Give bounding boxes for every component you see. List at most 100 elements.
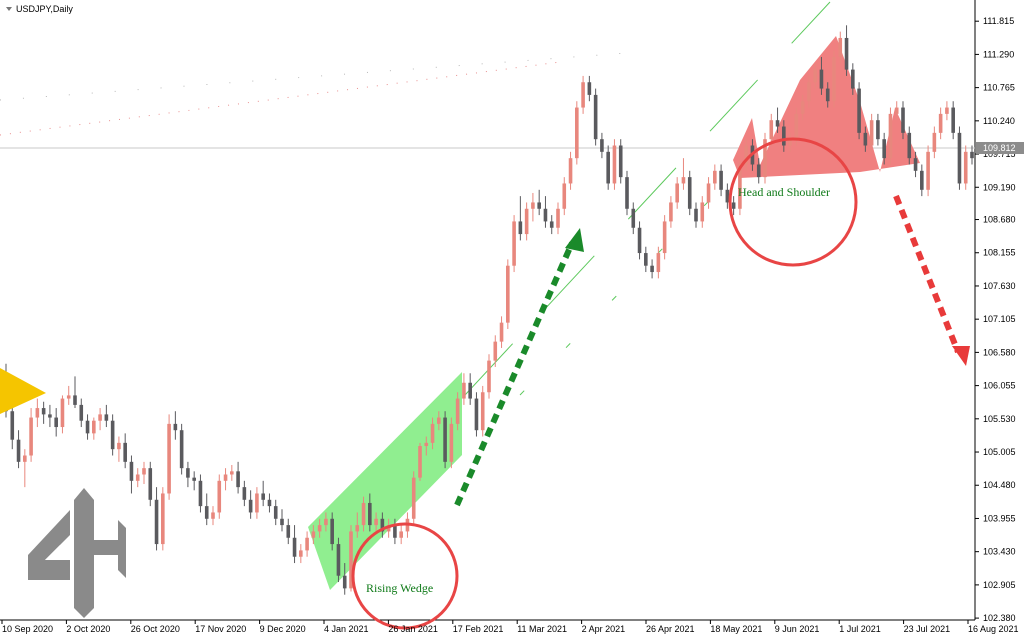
candle-body — [273, 506, 278, 519]
y-tick-label: 104.480 — [983, 480, 1016, 490]
head-shoulder-circle — [728, 137, 858, 267]
candle-body — [512, 221, 516, 266]
candle-body — [142, 468, 146, 475]
x-tick-label: 26 Apr 2021 — [646, 624, 695, 634]
candle-body — [869, 120, 874, 146]
dotted-trendline — [0, 51, 641, 136]
y-tick-label: 103.955 — [983, 513, 1016, 523]
candle-body — [179, 430, 184, 469]
candle-body — [945, 107, 949, 114]
candle-body — [756, 164, 761, 178]
rising-wedge-circle — [351, 522, 459, 630]
candle-body — [242, 487, 247, 500]
current-price-tag — [976, 142, 1024, 154]
candle-body — [361, 502, 366, 526]
candle-body — [261, 493, 265, 500]
y-tick-label: 111.290 — [983, 49, 1014, 59]
x-tick-label: 2 Oct 2020 — [66, 624, 110, 634]
candle-body — [474, 398, 479, 431]
candle-body — [349, 531, 353, 589]
candle-body — [493, 341, 498, 361]
candle-body — [462, 382, 466, 399]
candle-body — [725, 189, 730, 203]
candle-body — [556, 208, 560, 228]
candle-body — [499, 322, 504, 342]
candle-body — [863, 132, 868, 146]
candle-body — [763, 139, 767, 178]
candle-body — [825, 88, 830, 102]
candle-body — [894, 107, 899, 114]
candle-body — [819, 69, 824, 89]
candle-body — [186, 468, 190, 478]
candle-body — [35, 408, 40, 418]
brand-logo — [28, 488, 126, 618]
y-tick-label: 102.380 — [983, 613, 1016, 623]
candle-body — [731, 202, 736, 209]
candle-body — [98, 414, 102, 421]
candle-body — [656, 253, 661, 273]
collapse-triangle-icon[interactable] — [6, 7, 12, 11]
y-tick-label: 110.765 — [983, 83, 1015, 93]
y-tick-label: 103.430 — [983, 547, 1016, 557]
candle-body — [85, 420, 90, 434]
candle-body — [123, 442, 127, 462]
candle-body — [506, 265, 510, 323]
candle-body — [662, 221, 667, 254]
y-axis-ticks: 111.815 111.290 110.765 110.240 109.715 109.1… — [975, 16, 1016, 623]
rising-wedge-label: Rising Wedge — [366, 581, 433, 595]
candle-body — [10, 411, 15, 440]
candle-body — [430, 423, 435, 443]
y-tick-label: 105.530 — [983, 414, 1016, 424]
candle-body — [606, 151, 610, 184]
candle-body — [92, 420, 96, 434]
candle-body — [29, 417, 33, 456]
green-up-arrow — [454, 228, 584, 507]
candle-body — [204, 506, 209, 519]
candle-body — [223, 474, 228, 481]
candle-body — [593, 94, 598, 140]
candle-body — [399, 531, 403, 538]
candle-body — [48, 414, 52, 418]
candle-body — [963, 151, 968, 184]
candle-body — [79, 404, 84, 421]
candle-body — [888, 113, 893, 159]
candle-body — [687, 177, 692, 209]
candle-body — [531, 202, 535, 209]
candle-body — [267, 499, 272, 507]
candle-body — [719, 170, 723, 190]
candle-body — [135, 474, 140, 481]
y-tick-label: 107.105 — [983, 314, 1016, 324]
x-tick-label: 4 Jan 2021 — [324, 624, 369, 634]
red-down-arrow — [893, 194, 970, 366]
candle-body — [524, 208, 529, 235]
yellow-arrow-marker — [0, 368, 46, 414]
x-tick-label: 9 Dec 2020 — [260, 624, 306, 634]
candle-body — [813, 69, 817, 83]
candle-body — [54, 417, 58, 428]
candle-body — [926, 151, 930, 190]
candle-body — [317, 525, 322, 532]
candle-body — [336, 544, 341, 576]
x-tick-label: 18 May 2021 — [710, 624, 762, 634]
candle-body — [618, 145, 623, 178]
candle-body — [832, 56, 836, 102]
candle-body — [957, 132, 962, 184]
candle-body — [681, 177, 686, 184]
candle-body — [932, 132, 937, 152]
candle-body — [60, 398, 65, 428]
candle-body — [882, 139, 886, 159]
candle-body — [236, 471, 240, 488]
x-tick-label: 17 Feb 2021 — [453, 624, 504, 634]
candle-body — [41, 408, 46, 415]
candle-body — [342, 575, 347, 589]
x-tick-label: 16 Aug 2021 — [968, 624, 1019, 634]
candle-body — [587, 82, 592, 95]
candle-body — [807, 82, 811, 102]
chart-symbol-title: USDJPY,Daily — [16, 4, 73, 14]
y-tick-label: 108.155 — [983, 248, 1016, 258]
candle-body — [192, 477, 196, 481]
y-tick-label: 111.815 — [983, 16, 1014, 26]
candle-body — [637, 227, 642, 254]
